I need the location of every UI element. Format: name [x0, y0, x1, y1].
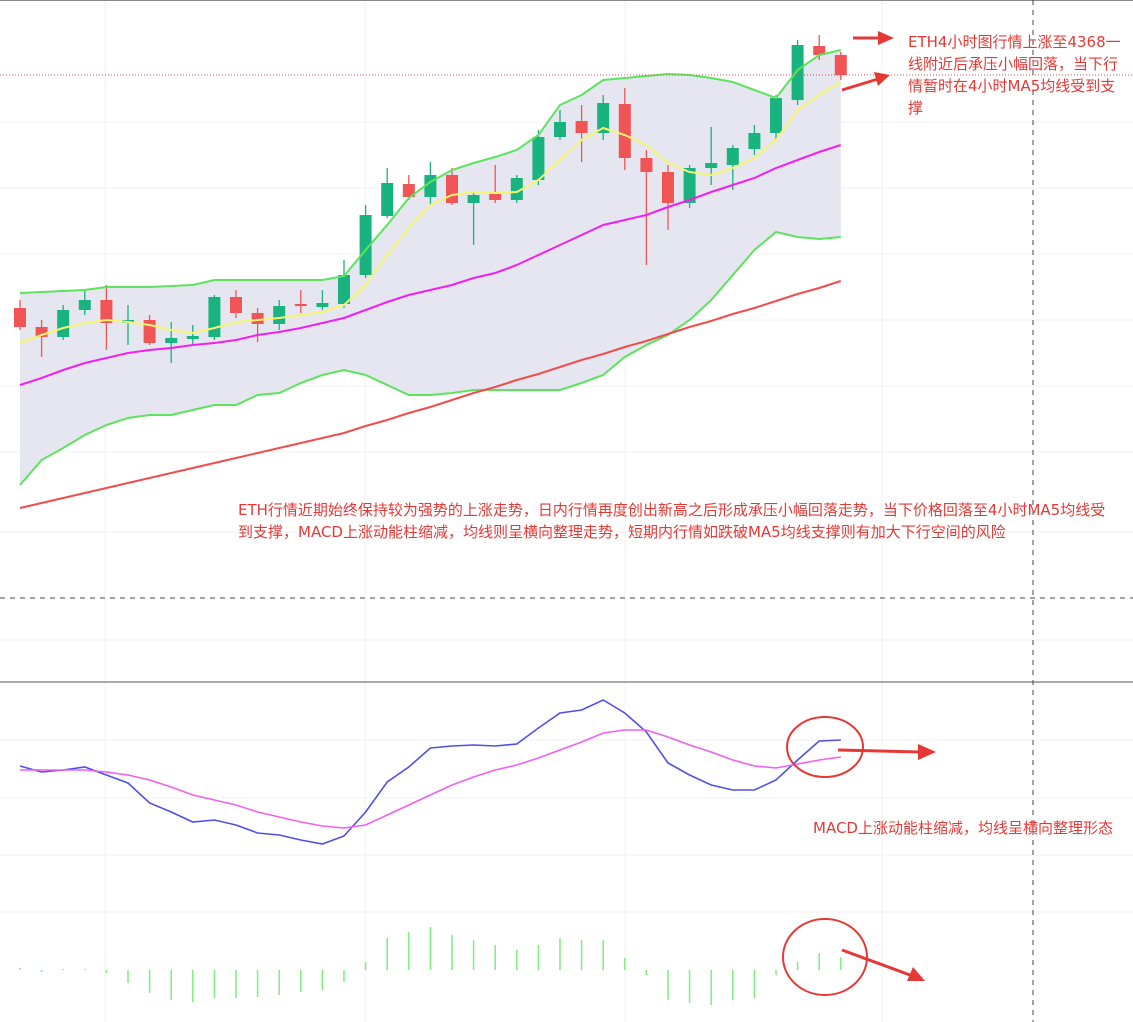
line-series — [19, 49, 842, 294]
candle-body — [402, 184, 415, 197]
candle-body — [338, 275, 350, 304]
highlight-circle — [782, 918, 868, 996]
candle-body — [662, 172, 674, 203]
candle-body — [230, 297, 242, 313]
candle-body — [683, 168, 696, 203]
candle-body — [791, 45, 804, 100]
candle-body — [208, 297, 221, 337]
candle-body — [726, 148, 739, 165]
candle-body — [294, 304, 307, 306]
line-series — [19, 81, 842, 344]
line-series — [19, 144, 842, 386]
annotation: ETH行情近期始终保持较为强势的上涨走势，日内行情再度创出新高之后形成承压小幅回… — [238, 501, 1106, 541]
candle-body — [57, 310, 70, 337]
candle-body — [575, 121, 588, 133]
line-series — [19, 280, 842, 509]
highlight-circle — [786, 716, 864, 778]
candle-body — [489, 194, 502, 200]
candle-body — [554, 122, 566, 137]
candle-body — [446, 175, 458, 203]
annotation: MACD上涨动能柱缩减，均线呈横向整理形态 — [813, 819, 1113, 837]
annotation: ETH4小时图行情上涨至4368一线附近后承压小幅回落，当下行情暂时在4小时MA… — [908, 33, 1121, 117]
candle-body — [14, 308, 26, 327]
candle-body — [705, 163, 718, 168]
candle-body — [100, 300, 113, 323]
candle-body — [251, 313, 264, 324]
line-series — [19, 699, 841, 845]
candle-body — [316, 303, 329, 307]
candle-body — [618, 104, 631, 158]
candle-body — [597, 103, 610, 133]
candle-body — [813, 46, 826, 55]
candle-body — [359, 215, 372, 275]
candle-body — [273, 306, 286, 324]
band-fill — [20, 50, 841, 485]
candle-body — [186, 336, 199, 339]
candle-body — [748, 133, 761, 149]
candle-body — [165, 338, 178, 343]
candle-body — [381, 183, 394, 216]
line-series — [20, 729, 841, 829]
plot — [0, 35, 1133, 1005]
candle-body — [467, 195, 480, 203]
candle-body — [532, 137, 545, 180]
line-series — [19, 230, 841, 486]
candle-body — [834, 55, 847, 75]
candle-body — [770, 98, 782, 133]
candle-body — [510, 178, 523, 200]
arrows — [837, 31, 936, 981]
candle-body — [78, 300, 91, 310]
candle-body — [35, 327, 48, 337]
candle-body — [640, 158, 653, 172]
